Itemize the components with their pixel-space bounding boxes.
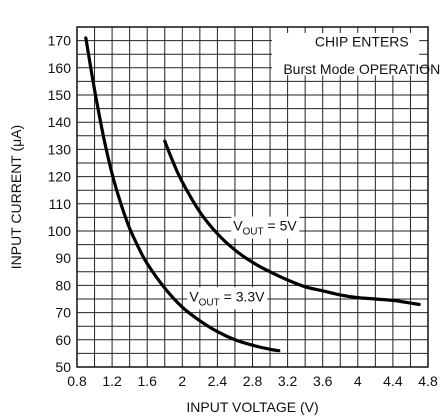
- annotation-line-2: Burst Mode OPERATION: [283, 61, 440, 77]
- plot-frame: [76, 26, 429, 368]
- series-label-background: [187, 287, 268, 310]
- y-tick-label: 80: [55, 277, 71, 293]
- series-line-1: [163, 139, 421, 306]
- y-tick-label: 100: [48, 223, 72, 239]
- series-label-main: V: [189, 288, 199, 304]
- x-tick-label: 2.4: [208, 373, 228, 389]
- series-label-vout-5v: VOUT = 5V: [233, 218, 297, 238]
- series-line-0: [84, 36, 281, 353]
- x-tick-label: 0.8: [67, 373, 87, 389]
- y-tick-label: 140: [48, 114, 72, 130]
- y-tick-label: 110: [49, 196, 72, 212]
- x-tick-label: 2.8: [243, 373, 263, 389]
- series-label-vout-3v3: VOUT = 3.3V: [189, 288, 265, 308]
- annotation-line-1: CHIP ENTERS: [315, 34, 409, 50]
- x-axis-label: INPUT VOLTAGE (V): [186, 399, 318, 415]
- y-tick-label: 70: [55, 305, 71, 321]
- x-tick-label: 1.6: [137, 373, 157, 389]
- y-tick-label: 160: [48, 60, 72, 76]
- x-tick-label: 4: [354, 373, 362, 389]
- y-tick-label: 130: [48, 141, 72, 157]
- y-tick-label: 120: [48, 169, 72, 185]
- y-tick-label: 60: [55, 332, 71, 348]
- x-tick-label: 2: [178, 373, 186, 389]
- x-tick-label: 3.2: [278, 373, 298, 389]
- series-label-sub: OUT: [199, 297, 220, 308]
- annotation-background: [272, 32, 420, 76]
- x-tick-label: 3.6: [313, 373, 333, 389]
- x-tick-label: 4.8: [418, 373, 438, 389]
- x-tick-label: 4.4: [383, 373, 403, 389]
- y-axis-label: INPUT CURRENT (μA): [8, 125, 24, 269]
- tick-labels: 0.8 1.2 1.6 2 2.4 2.8 3.2 3.6 4 4.4 4.8 50 60 70 80 90 1…: [48, 33, 438, 389]
- series-label-value: = 3.3V: [220, 288, 265, 304]
- y-tick-label: 50: [55, 359, 71, 375]
- y-tick-label: 90: [55, 250, 71, 266]
- series-label-main: V: [233, 218, 243, 234]
- series-label-value: = 5V: [264, 218, 298, 234]
- grid: [77, 27, 428, 367]
- series-label-sub: OUT: [243, 227, 264, 238]
- x-tick-label: 1.2: [102, 373, 122, 389]
- y-tick-label: 170: [48, 33, 72, 49]
- y-tick-label: 150: [48, 87, 72, 103]
- series-lines: [84, 36, 421, 353]
- series-label-background: [231, 216, 300, 239]
